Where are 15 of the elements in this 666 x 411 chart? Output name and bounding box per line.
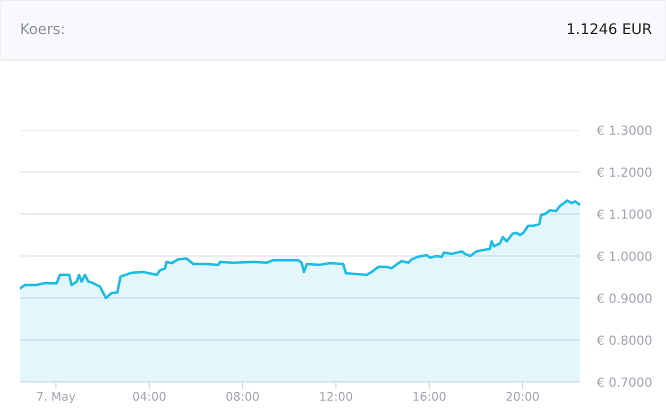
x-tick-label: 7. May (37, 392, 76, 404)
y-tick-label: € 1.3000 (596, 125, 652, 135)
x-tick-label: 20:00 (506, 392, 539, 401)
x-tick-label: 04:00 (133, 392, 166, 401)
y-tick-label: € 0.8000 (596, 335, 652, 345)
text: 1.1246 EUR (568, 23, 652, 34)
y-tick-label: € 1.2000 (596, 167, 652, 177)
y-tick-label: € 1.1000 (596, 209, 652, 219)
y-tick-label: € 0.9000 (596, 293, 652, 303)
x-tick-label: 16:00 (414, 392, 446, 401)
chart-title: Koers: (21, 23, 64, 34)
y-tick-label: € 0.7000 (596, 377, 652, 387)
y-tick-label: € 1.0000 (596, 251, 652, 261)
x-tick-label: 12:00 (320, 392, 352, 401)
x-tick-label: 08:00 (226, 392, 259, 401)
